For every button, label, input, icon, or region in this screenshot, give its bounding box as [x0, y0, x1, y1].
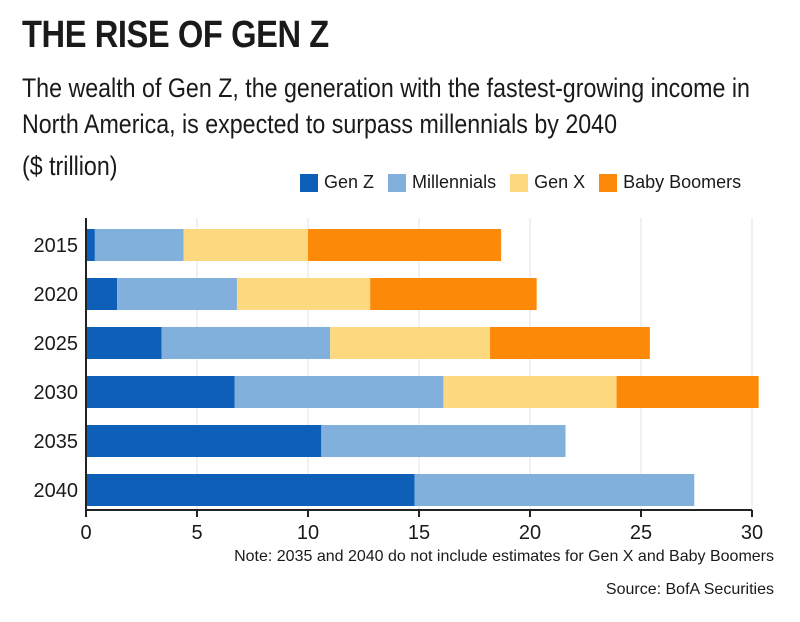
y-tick-label-2035: 2035: [34, 431, 79, 453]
legend-item-gen-z: Gen Z: [300, 172, 374, 193]
chart-subtitle: The wealth of Gen Z, the generation with…: [22, 73, 750, 139]
chart-title: THE RISE OF GEN Z: [22, 14, 329, 56]
bar-gen-x-2025: [330, 327, 491, 359]
y-tick-label-2020: 2020: [34, 284, 79, 306]
legend-swatch-gen-x: [510, 173, 529, 192]
y-tick-label-2040: 2040: [34, 480, 79, 502]
bar-gen-z-2015: [86, 229, 95, 261]
legend-item-baby-boomers: Baby Boomers: [599, 172, 741, 193]
bar-gen-z-2025: [86, 327, 162, 359]
x-tick-label-5: 5: [191, 522, 202, 544]
legend-label-gen-x: Gen X: [534, 172, 586, 192]
bar-millennials-2030: [234, 376, 444, 408]
legend-item-millennials: Millennials: [388, 172, 496, 193]
bar-gen-x-2030: [443, 376, 617, 408]
source-credit: Source: BofA Securities: [605, 581, 774, 598]
legend-label-baby-boomers: Baby Boomers: [623, 172, 742, 192]
legend-swatch-baby-boomers: [599, 173, 618, 192]
legend-swatch-millennials: [388, 173, 407, 192]
x-tick-label-0: 0: [80, 522, 91, 544]
bar-baby-boomers-2030: [616, 376, 759, 408]
legend-label-millennials: Millennials: [412, 172, 497, 192]
bar-millennials-2025: [161, 327, 331, 359]
bar-millennials-2015: [94, 229, 184, 261]
legend-swatch-gen-z: [300, 173, 318, 192]
y-tick-label-2025: 2025: [34, 333, 79, 355]
bar-gen-z-2030: [86, 376, 235, 408]
x-tick-label-15: 15: [408, 522, 430, 544]
bar-gen-z-2020: [86, 278, 118, 310]
bar-millennials-2035: [321, 425, 566, 457]
x-tick-label-10: 10: [297, 522, 319, 544]
bar-millennials-2020: [117, 278, 237, 310]
legend: Gen Z Millennials Gen X Baby Boomers: [300, 172, 741, 193]
bar-baby-boomers-2020: [370, 278, 537, 310]
bar-gen-x-2015: [183, 229, 308, 261]
y-tick-label-2030: 2030: [34, 382, 79, 404]
x-tick-label-25: 25: [630, 522, 652, 544]
y-tick-label-2015: 2015: [34, 235, 79, 257]
x-tick-label-20: 20: [519, 522, 541, 544]
bar-millennials-2040: [414, 474, 695, 506]
unit-label: ($ trillion): [22, 151, 118, 181]
bar-gen-z-2040: [86, 474, 415, 506]
x-tick-label-30: 30: [741, 522, 763, 544]
bar-baby-boomers-2015: [308, 229, 502, 261]
bar-gen-x-2020: [236, 278, 371, 310]
footnote: Note: 2035 and 2040 do not include estim…: [234, 548, 774, 565]
legend-label-gen-z: Gen Z: [324, 172, 375, 192]
bar-gen-z-2035: [86, 425, 322, 457]
bar-baby-boomers-2025: [490, 327, 650, 359]
legend-item-gen-x: Gen X: [510, 172, 585, 193]
